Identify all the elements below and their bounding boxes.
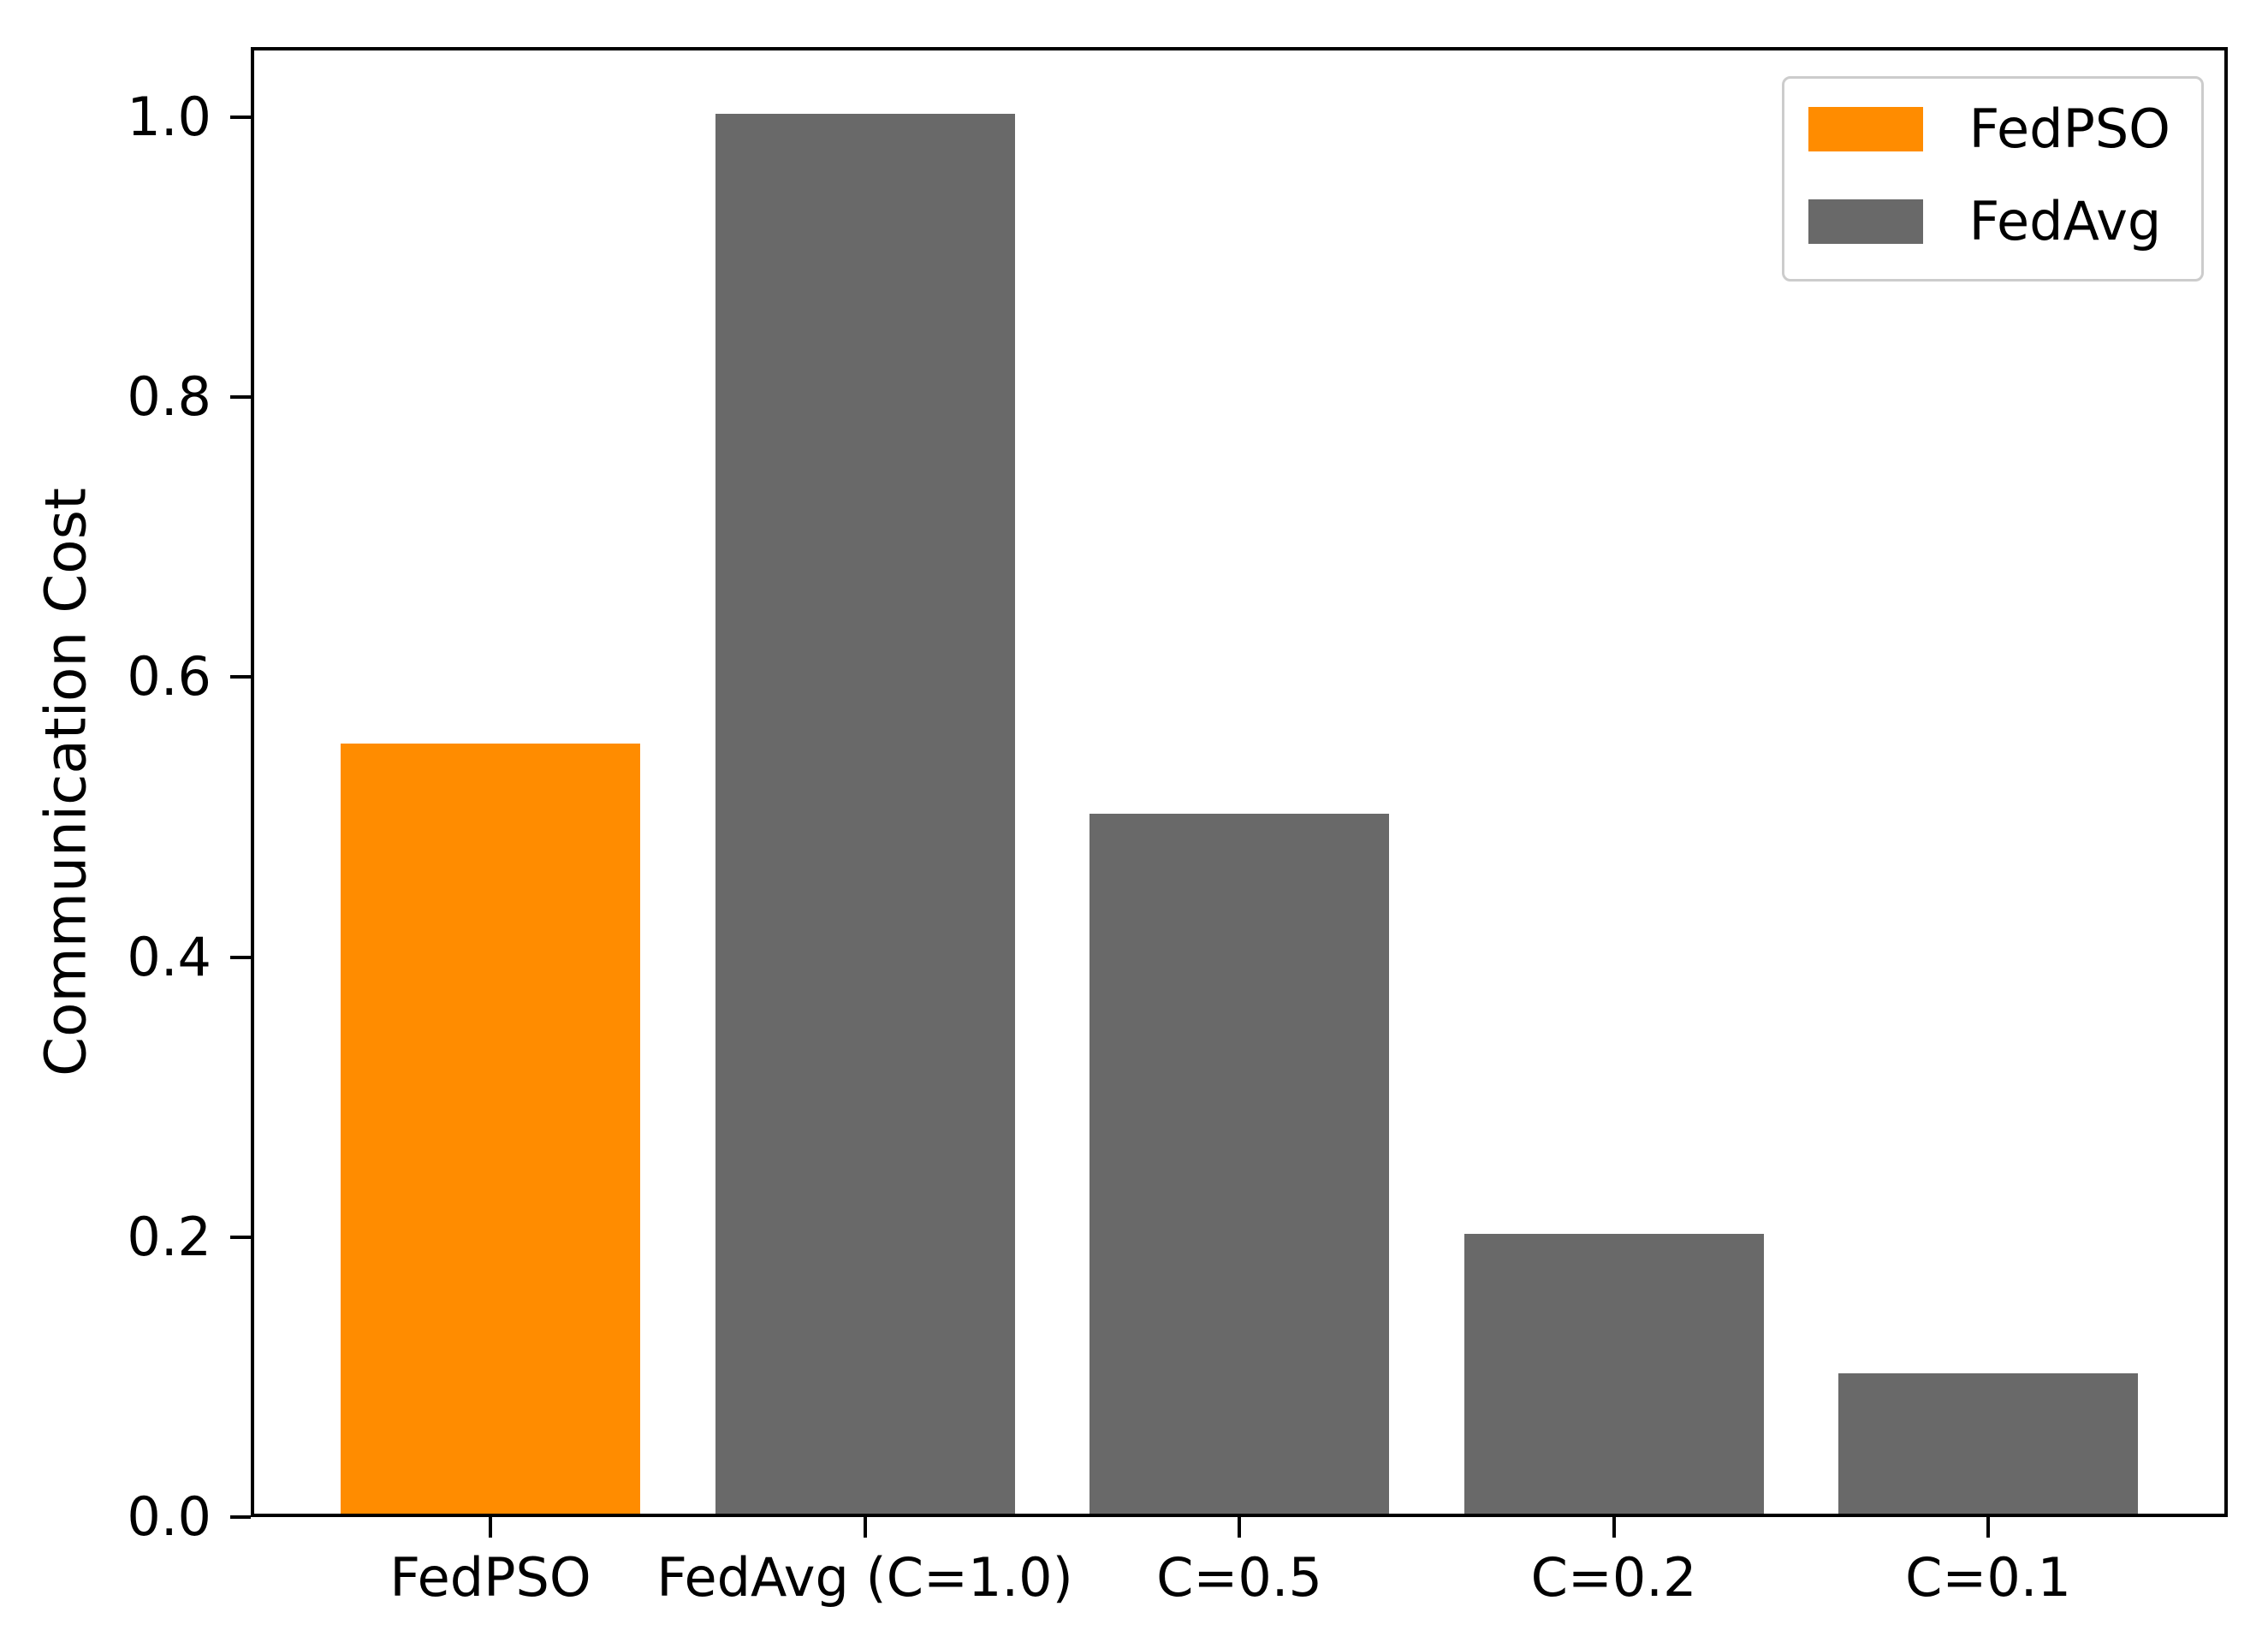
legend: FedPSO FedAvg: [1781, 76, 2204, 282]
legend-swatch-fedavg: [1808, 199, 1923, 244]
bar-c-0-5: [1089, 813, 1389, 1514]
y-tick-mark: [230, 395, 251, 400]
x-tick-mark: [1612, 1517, 1616, 1538]
legend-swatch-fedpso: [1808, 107, 1923, 151]
y-axis-title: Communication Cost: [33, 488, 99, 1076]
bar-c-0-2: [1464, 1233, 1764, 1514]
y-tick-label: 0.4: [127, 925, 211, 988]
legend-label-fedpso: FedPSO: [1968, 98, 2170, 160]
legend-item-fedpso: FedPSO: [1808, 103, 2170, 156]
y-tick-mark: [230, 675, 251, 679]
y-tick-label: 0.0: [127, 1485, 211, 1548]
x-tick-label-fedavg-c-1-0: FedAvg (C=1.0): [656, 1546, 1073, 1609]
bar-fedpso: [341, 744, 640, 1514]
y-tick-label: 1.0: [127, 85, 211, 148]
y-tick-mark: [230, 1515, 251, 1519]
x-tick-label-c-0-2: C=0.2: [1530, 1546, 1697, 1609]
bar-fedavg-c-1-0: [715, 113, 1015, 1514]
x-tick-mark: [863, 1517, 867, 1538]
y-tick-label: 0.8: [127, 365, 211, 429]
y-tick-mark: [230, 115, 251, 119]
x-tick-mark: [489, 1517, 492, 1538]
x-tick-mark: [1238, 1517, 1241, 1538]
bar-c-0-1: [1838, 1373, 2138, 1514]
y-tick-mark: [230, 955, 251, 959]
x-tick-mark: [1986, 1517, 1990, 1538]
x-tick-label-c-0-1: C=0.1: [1905, 1546, 2071, 1609]
y-tick-mark: [230, 1235, 251, 1239]
x-tick-label-fedpso: FedPSO: [389, 1546, 591, 1609]
x-tick-label-c-0-5: C=0.5: [1156, 1546, 1322, 1609]
legend-label-fedavg: FedAvg: [1968, 190, 2162, 252]
y-tick-label: 0.6: [127, 645, 211, 708]
plot-area: [251, 47, 2228, 1517]
y-tick-label: 0.2: [127, 1205, 211, 1268]
legend-item-fedavg: FedAvg: [1808, 195, 2170, 248]
